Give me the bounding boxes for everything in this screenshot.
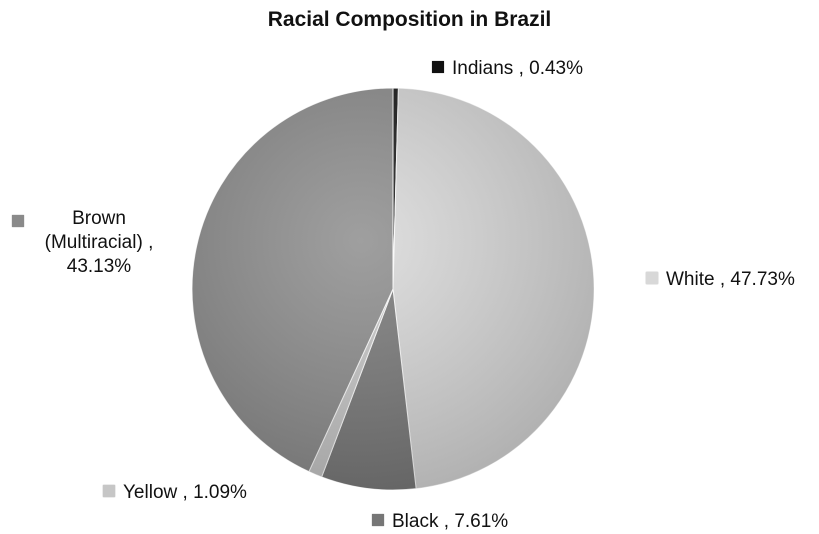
label-value: 47.73%: [730, 269, 795, 290]
swatch-white: [646, 272, 658, 284]
label-value: 0.43%: [529, 58, 583, 79]
label-name: Yellow: [123, 482, 178, 503]
data-label-black: Black , 7.61%: [372, 510, 508, 534]
swatch-black: [372, 514, 384, 526]
label-value: 43.13%: [66, 256, 132, 277]
chart-title: Racial Composition in Brazil: [267, 8, 552, 31]
swatch-brown: [12, 215, 24, 227]
label-name: White: [666, 269, 715, 290]
pie-slice-white: [392, 87, 595, 490]
label-name-line1: Brown: [72, 208, 126, 229]
label-value: 1.09%: [193, 482, 247, 503]
label-name: Indians: [452, 58, 514, 79]
data-label-yellow: Yellow , 1.09%: [103, 481, 247, 505]
label-name-line2: (Multiracial) ,: [44, 232, 154, 253]
data-label-indians: Indians , 0.43%: [432, 57, 583, 81]
swatch-indians: [432, 61, 444, 73]
label-value: 7.61%: [454, 511, 509, 532]
label-name: Black: [392, 511, 439, 532]
data-label-brown: Brown (Multiracial) , 43.13%: [12, 207, 184, 279]
data-label-white: White , 47.73%: [646, 268, 795, 292]
swatch-yellow: [103, 485, 115, 497]
